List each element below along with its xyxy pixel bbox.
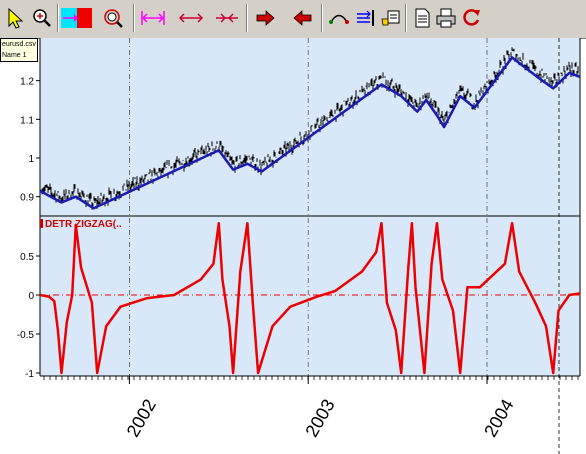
- zoom-in-icon[interactable]: [29, 5, 55, 31]
- legend-series-name: Name 1: [2, 52, 27, 59]
- price-panel: [40, 38, 580, 216]
- price-tick-label: 1.2: [20, 77, 34, 88]
- arrow-left-icon[interactable]: [290, 5, 316, 31]
- indicator-panel: [40, 216, 580, 376]
- stretch-horizontal-icon[interactable]: [178, 5, 204, 31]
- align-right-icon[interactable]: [352, 5, 378, 31]
- price-tick-label: 1: [28, 154, 34, 165]
- indicator-tick-label: 0.5: [20, 252, 34, 263]
- print-icon[interactable]: [433, 5, 459, 31]
- x-tick-label: 2004: [480, 396, 517, 441]
- color-select-icon[interactable]: [61, 5, 93, 31]
- indicator-tick-label: -1: [25, 369, 34, 380]
- legend-box: eurusd.csv Name 1: [0, 38, 38, 62]
- indicator-tick-label: -0.5: [17, 330, 35, 341]
- chart-area[interactable]: 1.2 1.1 1 0.9 0.5 0 -0.5 -1 2002 2003 2004: [0, 38, 586, 454]
- chart-canvas[interactable]: 1.2 1.1 1 0.9 0.5 0 -0.5 -1 2002 2003 2004: [0, 38, 586, 454]
- refresh-icon[interactable]: [459, 5, 485, 31]
- overlay-arc-icon[interactable]: [326, 5, 352, 31]
- indicator-line: [39, 221, 581, 375]
- indicator-color-swatch: [40, 219, 43, 228]
- zigzag-line: [39, 56, 581, 210]
- indicator-tick-label: 0: [28, 291, 34, 302]
- hand-chart-icon[interactable]: [378, 5, 404, 31]
- price-tick-label: 0.9: [20, 193, 34, 204]
- x-tick-label: 2002: [123, 396, 160, 441]
- price-tick-label: 1.1: [20, 115, 34, 126]
- expand-range-icon[interactable]: [140, 5, 166, 31]
- x-tick-label: 2003: [301, 396, 338, 441]
- indicator-label-text: DETR ZIGZAG(..: [45, 219, 122, 230]
- indicator-label: DETR ZIGZAG(..: [40, 219, 122, 230]
- pointer-icon[interactable]: [2, 5, 28, 31]
- legend-file-name: eurusd.csv: [2, 41, 36, 48]
- document-icon[interactable]: [409, 5, 435, 31]
- arrow-right-icon[interactable]: [252, 5, 278, 31]
- toolbar: [0, 0, 586, 39]
- compress-horizontal-icon[interactable]: [214, 5, 240, 31]
- zoom-target-icon[interactable]: [100, 5, 126, 31]
